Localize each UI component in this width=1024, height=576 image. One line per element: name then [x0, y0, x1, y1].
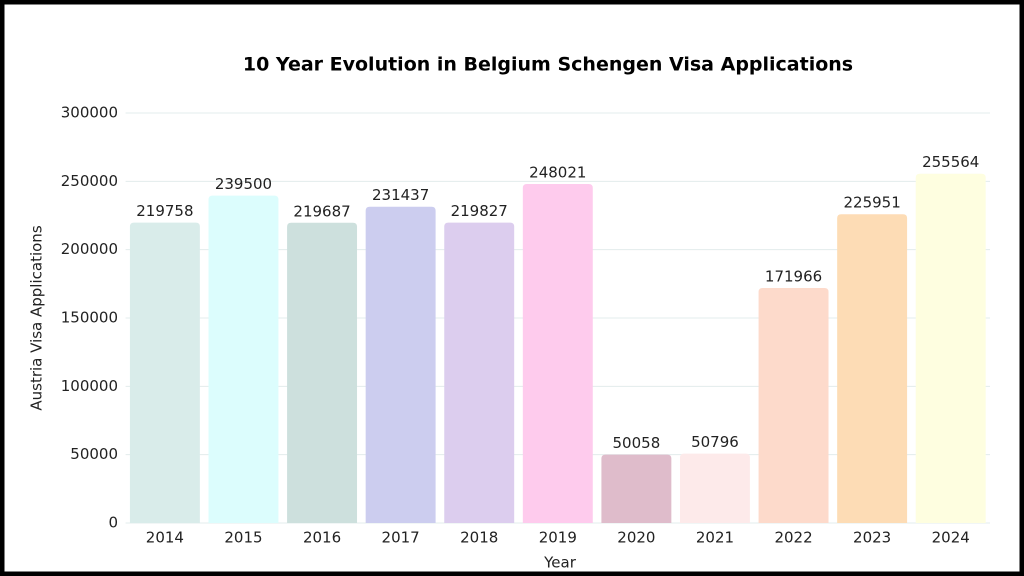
x-tick-label: 2022	[774, 529, 812, 547]
bar	[129, 222, 200, 523]
x-tick-label: 2023	[853, 529, 891, 547]
y-tick-label: 300000	[61, 104, 118, 122]
value-label: 219827	[451, 202, 508, 220]
value-label: 225951	[843, 194, 900, 212]
value-label: 50796	[691, 433, 739, 451]
y-tick-label: 100000	[61, 377, 118, 395]
bar	[365, 206, 436, 524]
x-tick-label: 2018	[460, 529, 498, 547]
x-tick-label: 2014	[146, 529, 184, 547]
value-label: 219758	[136, 202, 193, 220]
bar	[915, 173, 986, 524]
value-label: 50058	[613, 434, 661, 452]
value-label: 171966	[765, 267, 822, 285]
x-tick-label: 2021	[696, 529, 734, 547]
value-label: 219687	[293, 202, 350, 220]
x-axis-label: Year	[543, 554, 577, 572]
x-tick-label: 2016	[303, 529, 341, 547]
bar	[444, 222, 515, 523]
x-tick-label: 2020	[617, 529, 655, 547]
x-tick-label: 2015	[224, 529, 262, 547]
bar	[679, 453, 750, 523]
x-tick-label: 2024	[932, 529, 970, 547]
value-label: 231437	[372, 186, 429, 204]
chart-title: 10 Year Evolution in Belgium Schengen Vi…	[243, 54, 853, 76]
x-tick-label: 2019	[539, 529, 577, 547]
bar	[758, 287, 829, 523]
bar	[287, 222, 358, 523]
y-tick-label: 50000	[70, 445, 118, 463]
value-label: 248021	[529, 164, 586, 182]
y-tick-label: 250000	[61, 172, 118, 190]
value-label: 239500	[215, 175, 272, 193]
bar	[601, 454, 672, 523]
value-label: 255564	[922, 153, 979, 171]
x-tick-label: 2017	[382, 529, 420, 547]
bar	[837, 214, 908, 523]
y-tick-label: 150000	[61, 309, 118, 327]
y-tick-label: 200000	[61, 240, 118, 258]
bar	[208, 195, 279, 523]
y-tick-label: 0	[108, 514, 118, 532]
bar	[522, 184, 593, 523]
y-axis-label: Austria Visa Applications	[28, 225, 46, 410]
